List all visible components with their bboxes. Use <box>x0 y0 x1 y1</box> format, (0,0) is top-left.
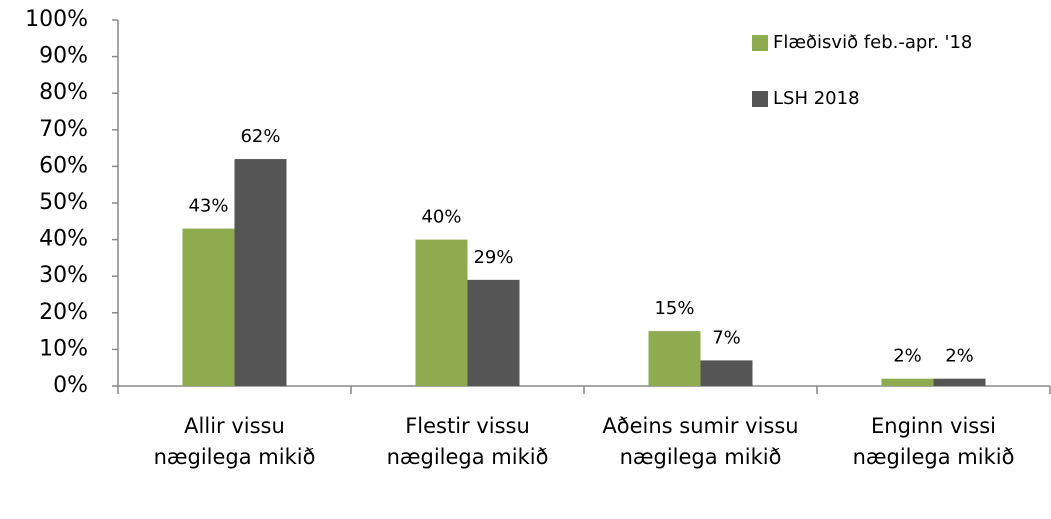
x-tick-label: Enginn vissi nægilega mikið <box>852 414 1015 469</box>
data-label: 40% <box>421 207 461 228</box>
data-label: 29% <box>473 247 513 268</box>
data-label: 62% <box>240 126 280 147</box>
y-tick-label: 50% <box>39 190 88 215</box>
bar <box>700 360 753 386</box>
data-label: 43% <box>188 196 228 217</box>
y-tick-label: 30% <box>39 263 88 288</box>
y-tick-label: 80% <box>39 80 88 105</box>
y-tick-label: 100% <box>25 7 88 32</box>
x-tick-label: Flestir vissu nægilega mikið <box>386 414 549 469</box>
y-tick-label: 70% <box>39 117 88 142</box>
legend-swatch <box>752 35 768 51</box>
x-tick-label: Aðeins sumir vissu nægilega mikið <box>602 414 799 469</box>
bar <box>415 239 468 386</box>
legend-swatch <box>752 91 768 107</box>
data-label: 2% <box>893 346 922 367</box>
y-tick-label: 40% <box>39 227 88 252</box>
legend-label: Flæðisvið feb.-apr. '18 <box>773 32 972 53</box>
y-tick-label: 60% <box>39 153 88 178</box>
y-tick-label: 90% <box>39 44 88 69</box>
bar <box>648 331 701 386</box>
bar <box>881 378 934 386</box>
bar <box>933 378 986 386</box>
data-label: 2% <box>945 346 974 367</box>
bar <box>182 228 235 386</box>
bar <box>467 279 520 386</box>
y-tick-label: 10% <box>39 336 88 361</box>
y-tick-label: 20% <box>39 300 88 325</box>
x-tick-label: Allir vissu nægilega mikið <box>153 414 316 469</box>
data-label: 15% <box>654 298 694 319</box>
legend-label: LSH 2018 <box>773 88 860 109</box>
data-label: 7% <box>712 327 741 348</box>
y-tick-label: 0% <box>53 373 88 398</box>
bar <box>234 159 287 386</box>
